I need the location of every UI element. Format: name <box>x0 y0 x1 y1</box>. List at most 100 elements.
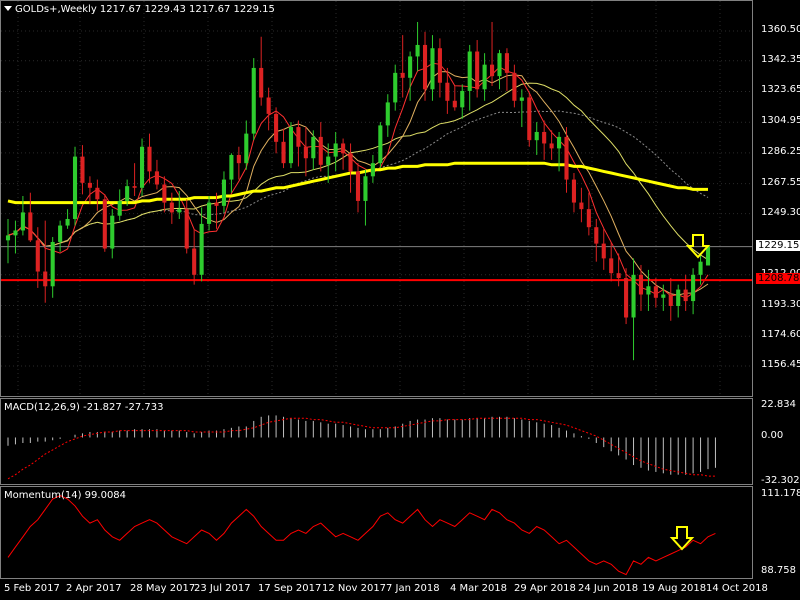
candle-body <box>661 294 666 298</box>
candle-body <box>244 133 249 164</box>
symbol-line: GOLDs+,Weekly 1217.67 1229.43 1217.67 12… <box>15 4 275 15</box>
candle-body <box>475 51 480 90</box>
candle-body <box>80 156 85 183</box>
candle-body <box>445 82 450 101</box>
price-tick-label: 1193.30 <box>761 298 800 310</box>
candle-body <box>512 72 517 101</box>
candle-body <box>646 286 651 295</box>
candle-body <box>281 141 286 164</box>
candle-body <box>221 179 227 206</box>
candle <box>95 179 100 211</box>
candle <box>266 87 271 131</box>
candle <box>408 51 413 101</box>
price-tick-label: 1286.25 <box>761 145 800 157</box>
momentum-title: Momentum(14) 99.0084 <box>4 490 127 501</box>
dropdown-triangle-icon[interactable] <box>4 6 12 11</box>
candle-body <box>676 289 681 306</box>
candle <box>616 253 621 287</box>
candle-body <box>43 271 48 287</box>
candle <box>162 176 167 213</box>
candle <box>534 122 539 155</box>
red-level-label: 1208.78 <box>756 273 800 285</box>
candle <box>43 220 48 303</box>
candle-body <box>378 125 383 164</box>
ma-8-line <box>7 71 709 296</box>
candle-body <box>564 136 569 180</box>
candle <box>221 171 227 213</box>
candle-body <box>393 72 398 103</box>
candle-body <box>154 171 159 185</box>
ma-21-line <box>7 82 709 261</box>
candle-body <box>400 72 405 78</box>
candle <box>110 209 115 259</box>
candle-body <box>519 97 524 101</box>
candle-body <box>609 258 614 274</box>
candle-body <box>169 202 174 213</box>
momentum-indicator <box>7 495 716 576</box>
candle <box>147 133 152 183</box>
candle <box>393 64 398 111</box>
candle <box>281 128 286 169</box>
macd-indicator <box>7 415 716 480</box>
candle-body <box>422 44 428 90</box>
candle <box>557 131 562 172</box>
candle <box>5 218 11 264</box>
candle-body <box>303 146 308 159</box>
candle <box>326 143 331 183</box>
candlesticks[interactable] <box>5 21 711 361</box>
candle <box>668 278 673 321</box>
candle <box>601 228 606 270</box>
candle <box>385 94 390 137</box>
candle <box>571 173 577 213</box>
candle <box>50 237 55 298</box>
candle <box>87 176 92 205</box>
candle-body <box>28 212 33 241</box>
candle <box>705 246 711 266</box>
candle <box>28 192 33 242</box>
candle-body <box>370 163 375 177</box>
candle <box>676 284 681 318</box>
candle <box>192 228 197 285</box>
candle-body <box>594 227 599 244</box>
candle-body <box>497 53 502 77</box>
candle-body <box>452 100 457 108</box>
candle <box>65 209 70 229</box>
time-tick-label: 28 May 2017 <box>130 583 196 594</box>
candle-body <box>653 286 658 298</box>
candle <box>125 179 130 206</box>
candle <box>370 154 375 183</box>
candle-body <box>50 241 55 287</box>
price-tick-label: 1304.95 <box>761 115 800 127</box>
candle-body <box>288 127 294 164</box>
candle <box>199 207 204 282</box>
macd-tick-label: 22.834 <box>761 399 796 410</box>
candle-body <box>489 64 495 77</box>
candle <box>244 120 249 170</box>
price-tick-label: 1342.35 <box>761 53 800 65</box>
candle-body <box>184 209 189 249</box>
candle <box>594 218 599 262</box>
candle-body <box>385 102 390 126</box>
candle-body <box>125 186 130 201</box>
candle-body <box>199 223 204 275</box>
candle <box>698 253 703 285</box>
candle-body <box>341 143 346 154</box>
macd-tick-label: -32.302 <box>761 475 800 486</box>
candle-body <box>296 127 301 147</box>
candle-body <box>542 131 547 144</box>
candle <box>184 199 189 254</box>
momentum-line <box>7 495 716 576</box>
annotation-arrows <box>669 234 711 551</box>
candle-body <box>251 67 256 134</box>
candle-body <box>691 274 696 302</box>
candle-body <box>162 184 167 203</box>
candle-body <box>460 90 465 108</box>
time-tick-label: 19 Aug 2018 <box>642 583 707 594</box>
candle <box>512 64 517 108</box>
candle-body <box>58 225 63 242</box>
candle <box>139 138 145 196</box>
candle-body <box>579 202 584 210</box>
candle-body <box>355 171 361 201</box>
